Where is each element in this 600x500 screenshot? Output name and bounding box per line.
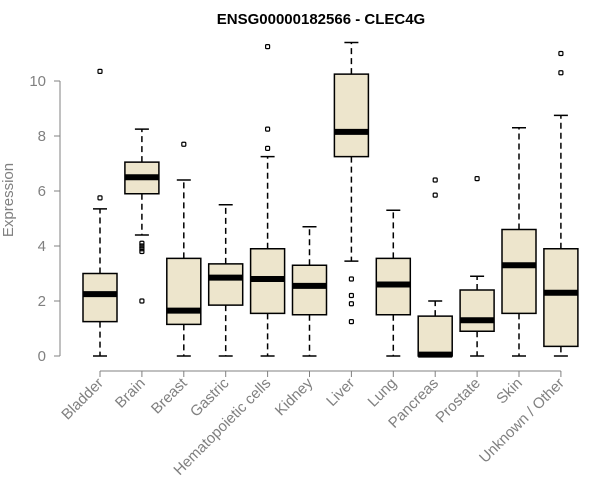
outlier-point xyxy=(97,195,103,201)
y-tick-label: 10 xyxy=(29,73,46,90)
x-tick-label: Lung xyxy=(365,375,401,411)
box-kidney xyxy=(291,226,328,357)
y-tick-label: 6 xyxy=(38,183,46,200)
outlier-point xyxy=(432,177,438,183)
iqr-box xyxy=(207,263,244,306)
iqr-box xyxy=(166,257,202,326)
boxes-group xyxy=(82,41,579,358)
y-axis-label: Expression xyxy=(0,163,17,237)
x-tick-label: Liver xyxy=(323,375,358,410)
y-tick-label: 4 xyxy=(38,238,46,255)
box-lung xyxy=(375,209,412,357)
outlier-point xyxy=(139,246,145,252)
x-tick-label: Bladder xyxy=(58,375,107,424)
iqr-box xyxy=(459,289,495,332)
outlier-point xyxy=(139,248,145,255)
outlier-point xyxy=(265,126,271,132)
x-tick-label: Kidney xyxy=(272,374,317,419)
iqr-box xyxy=(417,315,453,357)
iqr-box xyxy=(82,272,118,323)
chart-title: ENSG00000182566 - CLEC4G xyxy=(217,11,425,28)
outlier-point xyxy=(265,145,271,151)
y-axis: 0 2 4 6 8 10 xyxy=(29,73,61,365)
box-bladder xyxy=(82,68,118,357)
x-tick-label: Prostate xyxy=(432,375,484,427)
iqr-box xyxy=(333,73,370,158)
outlier-point xyxy=(432,192,438,198)
outlier-point xyxy=(181,141,187,147)
box-gastric xyxy=(207,204,244,357)
outlier-point xyxy=(139,243,145,249)
box-brain xyxy=(124,128,160,304)
x-tick-label: Skin xyxy=(493,375,526,408)
outlier-point xyxy=(139,298,145,304)
outlier-point xyxy=(265,44,271,50)
y-tick-label: 8 xyxy=(38,128,46,145)
outlier-point xyxy=(97,68,103,74)
box-breast xyxy=(166,141,202,357)
iqr-box xyxy=(501,228,537,315)
outlier-point xyxy=(348,301,354,307)
x-tick-label: Brain xyxy=(112,375,149,412)
outlier-point xyxy=(558,50,564,57)
box-pancreas xyxy=(417,177,453,358)
outlier-point xyxy=(348,276,354,282)
y-tick-label: 0 xyxy=(38,348,46,365)
box-prostate xyxy=(459,176,495,357)
outlier-point xyxy=(348,319,354,325)
outlier-point xyxy=(139,240,145,246)
outlier-point xyxy=(348,292,354,299)
box-skin xyxy=(501,127,537,357)
outlier-point xyxy=(474,176,480,182)
box-liver xyxy=(333,41,370,325)
iqr-box xyxy=(291,264,328,316)
outlier-point xyxy=(558,70,564,76)
box-unknown-other xyxy=(543,50,579,357)
y-tick-label: 2 xyxy=(38,293,46,310)
iqr-box xyxy=(543,248,579,348)
box-hematopoietic-cells xyxy=(249,44,286,357)
x-tick-label: Breast xyxy=(148,374,191,417)
